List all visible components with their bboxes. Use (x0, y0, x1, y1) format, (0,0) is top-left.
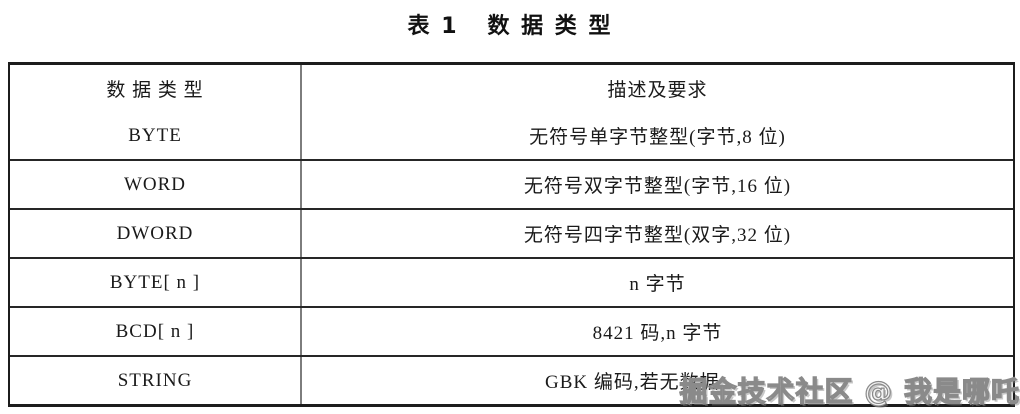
table-row: STRING GBK 编码,若无数据 (10, 355, 1013, 404)
data-types-table: 数 据 类 型 描述及要求 BYTE 无符号单字节整型(字节,8 位) WORD… (8, 62, 1015, 407)
data-type-cell: BCD[ n ] (10, 308, 302, 355)
table-header-row: 数 据 类 型 描述及要求 (10, 65, 1013, 112)
table-row: DWORD 无符号四字节整型(双字,32 位) (10, 208, 1013, 257)
table-body: BYTE 无符号单字节整型(字节,8 位) WORD 无符号双字节整型(字节,1… (10, 112, 1013, 404)
table-row: BYTE[ n ] n 字节 (10, 257, 1013, 306)
table-row: BCD[ n ] 8421 码,n 字节 (10, 306, 1013, 355)
description-cell: 8421 码,n 字节 (592, 323, 723, 344)
description-cell: 无符号四字节整型(双字,32 位) (523, 225, 792, 246)
header-description: 描述及要求 (607, 80, 708, 101)
table-row: WORD 无符号双字节整型(字节,16 位) (10, 159, 1013, 208)
header-data-type: 数 据 类 型 (10, 65, 302, 112)
data-type-cell: WORD (10, 161, 302, 208)
data-type-cell: DWORD (10, 210, 302, 257)
description-cell: GBK 编码,若无数据 (545, 372, 720, 393)
description-cell: n 字节 (629, 274, 686, 295)
data-type-cell: BYTE[ n ] (10, 259, 302, 306)
description-cell: 无符号双字节整型(字节,16 位) (523, 176, 792, 197)
data-type-cell: STRING (10, 357, 302, 404)
table-title: 表 1 数 据 类 型 (407, 14, 613, 39)
table-row: BYTE 无符号单字节整型(字节,8 位) (10, 112, 1013, 159)
data-type-cell: BYTE (10, 112, 302, 159)
description-cell: 无符号单字节整型(字节,8 位) (529, 127, 786, 148)
